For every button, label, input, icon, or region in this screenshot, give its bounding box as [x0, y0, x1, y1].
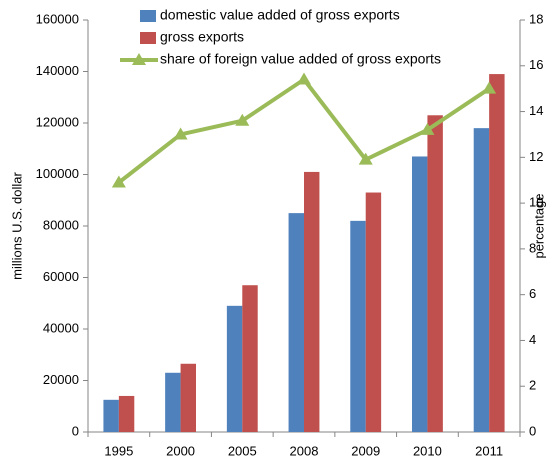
x-tick-label: 2009 — [351, 443, 380, 458]
y-axis-label: millions U.S. dollar — [9, 172, 24, 280]
bar — [412, 156, 428, 432]
y-tick-label: 40000 — [43, 320, 79, 335]
line-marker — [235, 113, 250, 126]
bar — [180, 363, 196, 432]
y-tick-label: 60000 — [43, 269, 79, 284]
x-tick-label: 2005 — [228, 443, 257, 458]
line-marker — [420, 122, 435, 135]
legend-label: gross exports — [160, 29, 244, 45]
y2-tick-label: 14 — [529, 103, 543, 118]
y2-axis-label: percentage — [531, 193, 546, 258]
line-marker — [358, 152, 373, 165]
line-marker — [173, 127, 188, 140]
x-tick-label: 2011 — [475, 443, 503, 458]
y2-tick-label: 6 — [529, 286, 536, 301]
y2-tick-label: 4 — [529, 332, 536, 347]
y2-tick-label: 12 — [529, 149, 543, 164]
y-tick-label: 0 — [72, 423, 79, 438]
bar — [118, 395, 135, 432]
line-marker — [297, 72, 311, 85]
legend-swatch — [140, 32, 156, 44]
y2-tick-label: 0 — [529, 423, 536, 438]
x-tick-label: 2010 — [413, 443, 442, 458]
bar — [165, 372, 181, 432]
bar — [288, 213, 304, 432]
y-tick-label: 140000 — [36, 63, 79, 78]
bar — [489, 74, 505, 432]
bar — [242, 285, 258, 432]
x-tick-label: 2008 — [290, 443, 319, 458]
legend-swatch — [140, 10, 156, 22]
y-tick-label: 120000 — [36, 114, 79, 129]
y2-tick-label: 10 — [529, 195, 543, 210]
line-marker — [111, 175, 126, 188]
bar — [226, 305, 243, 432]
bar — [304, 171, 320, 433]
y2-tick-label: 18 — [529, 11, 543, 26]
bar — [350, 220, 366, 432]
bar — [103, 399, 119, 432]
y-tick-label: 160000 — [36, 11, 79, 26]
y-tick-label: 20000 — [43, 372, 79, 387]
y2-tick-label: 16 — [529, 57, 543, 72]
legend-label: domestic value added of gross exports — [160, 7, 400, 23]
bar — [427, 115, 443, 433]
x-tick-label: 1995 — [104, 443, 133, 458]
y2-tick-label: 2 — [529, 378, 536, 393]
y2-tick-label: 8 — [529, 240, 536, 255]
line-marker — [482, 81, 497, 94]
y-tick-label: 100000 — [36, 166, 79, 181]
x-tick-label: 2000 — [166, 443, 195, 458]
bar — [365, 192, 382, 432]
legend-marker — [132, 53, 146, 65]
y-tick-label: 80000 — [43, 217, 79, 232]
legend-label: share of foreign value added of gross ex… — [160, 51, 441, 67]
bar — [473, 128, 490, 432]
